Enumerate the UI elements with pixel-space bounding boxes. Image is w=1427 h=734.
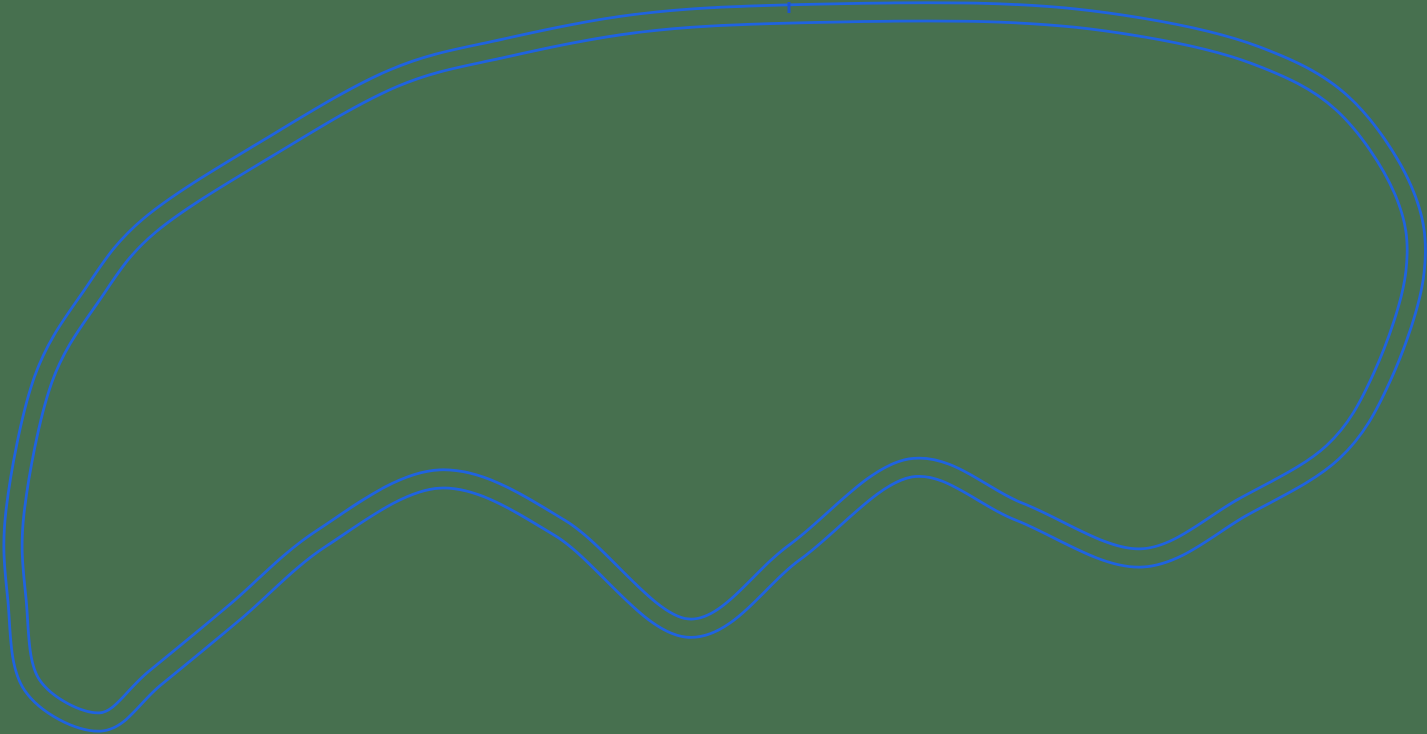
track-infield-gap bbox=[5, 4, 1425, 730]
